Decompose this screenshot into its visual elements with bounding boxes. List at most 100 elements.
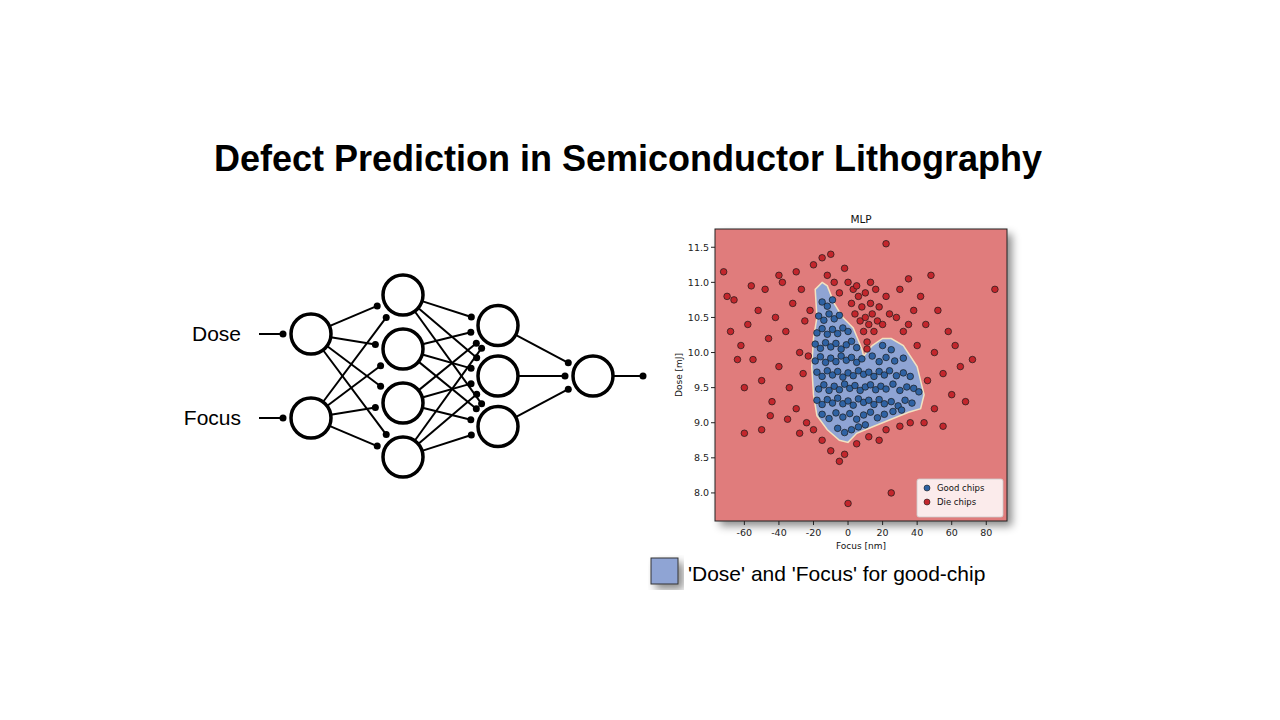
edge — [516, 389, 569, 417]
legend-box — [917, 479, 1003, 517]
point — [931, 349, 938, 356]
point — [879, 342, 886, 349]
point — [848, 300, 855, 307]
point — [793, 405, 800, 412]
point — [833, 410, 840, 417]
neuron — [478, 356, 518, 396]
point — [872, 286, 879, 293]
point — [897, 286, 904, 293]
edge — [422, 301, 471, 317]
point — [893, 314, 900, 321]
point — [869, 353, 876, 360]
point — [957, 363, 964, 370]
point — [893, 372, 900, 379]
y-tick-label: 10.0 — [688, 347, 709, 358]
point — [867, 279, 874, 286]
point — [935, 307, 942, 314]
point — [888, 398, 895, 405]
point — [776, 272, 783, 279]
edge — [323, 350, 386, 435]
good-region — [812, 282, 924, 442]
edge — [415, 348, 482, 441]
point — [836, 386, 843, 393]
edge — [329, 426, 377, 446]
point — [772, 314, 779, 321]
point — [890, 408, 897, 415]
point — [824, 272, 831, 279]
point — [821, 382, 828, 389]
point — [821, 317, 828, 324]
point — [864, 346, 871, 353]
x-tick — [882, 521, 883, 525]
point — [865, 321, 872, 328]
edge-dot — [478, 345, 485, 352]
point — [819, 401, 826, 408]
point — [940, 370, 947, 377]
legend-marker — [924, 499, 930, 505]
point — [834, 368, 841, 375]
y-tick — [711, 247, 715, 248]
point — [805, 353, 812, 360]
point — [827, 251, 834, 258]
x-tick — [813, 521, 814, 525]
edge — [422, 435, 471, 451]
network: DoseFocus — [184, 275, 647, 477]
point — [840, 414, 847, 421]
point — [881, 411, 888, 418]
point — [852, 311, 859, 318]
legend: Good chipsDie chips — [917, 479, 1003, 517]
point — [903, 384, 910, 391]
point — [886, 367, 893, 374]
legend-label: Die chips — [937, 497, 977, 507]
edge-dot — [468, 380, 475, 387]
y-tick — [711, 422, 715, 423]
edge — [516, 335, 569, 363]
y-tick — [711, 387, 715, 388]
point — [841, 429, 848, 436]
point — [883, 240, 890, 247]
point — [834, 395, 841, 402]
point — [834, 425, 841, 432]
point — [850, 372, 857, 379]
series-points — [720, 240, 998, 506]
point — [897, 423, 904, 430]
input-dot — [280, 331, 287, 338]
x-tick-label: -40 — [771, 527, 787, 538]
point — [888, 346, 895, 353]
point — [905, 276, 912, 283]
neuron — [383, 383, 423, 423]
neuron — [383, 275, 423, 315]
edge-dot — [377, 383, 384, 390]
region-key — [651, 558, 678, 584]
point — [871, 401, 878, 408]
edge-dot — [562, 373, 569, 380]
point — [789, 300, 796, 307]
point — [900, 370, 907, 377]
point — [917, 293, 924, 300]
point — [786, 384, 793, 391]
y-tick — [711, 352, 715, 353]
point — [874, 415, 881, 422]
series-points — [812, 297, 922, 436]
point — [907, 419, 914, 426]
point — [898, 407, 905, 414]
point — [819, 325, 826, 332]
point — [867, 409, 874, 416]
point — [776, 363, 783, 370]
point — [876, 304, 883, 311]
point — [900, 328, 907, 335]
point — [845, 500, 852, 507]
point — [841, 451, 848, 458]
edge — [331, 408, 376, 415]
neuron — [478, 407, 518, 447]
x-tick-label: -20 — [806, 527, 822, 538]
y-tick — [711, 492, 715, 493]
point — [819, 411, 826, 418]
point — [859, 304, 866, 311]
point — [891, 358, 898, 365]
point — [860, 328, 867, 335]
edge-dot — [372, 404, 379, 411]
point — [914, 342, 921, 349]
point — [867, 382, 874, 389]
point — [902, 397, 909, 404]
